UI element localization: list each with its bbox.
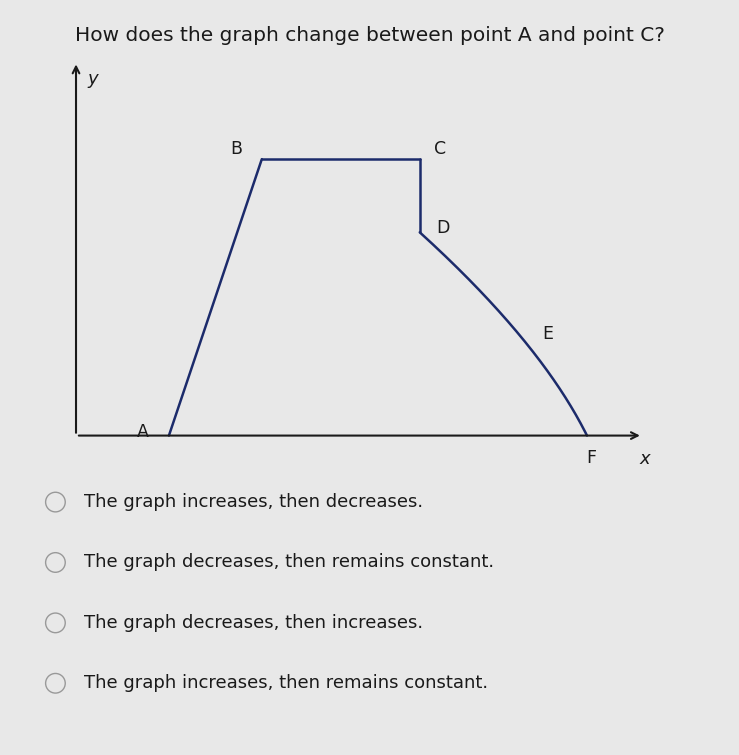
Text: B: B [230, 140, 242, 159]
Text: The graph increases, then decreases.: The graph increases, then decreases. [84, 493, 423, 511]
Text: y: y [87, 69, 98, 88]
Text: How does the graph change between point A and point C?: How does the graph change between point … [75, 26, 664, 45]
Text: C: C [434, 140, 446, 159]
Text: x: x [639, 450, 650, 468]
Text: The graph increases, then remains constant.: The graph increases, then remains consta… [84, 674, 488, 692]
Text: D: D [436, 219, 449, 237]
Text: E: E [542, 325, 554, 343]
Text: The graph decreases, then remains constant.: The graph decreases, then remains consta… [84, 553, 494, 572]
Text: F: F [587, 449, 596, 467]
Text: A: A [137, 423, 149, 440]
Text: The graph decreases, then increases.: The graph decreases, then increases. [84, 614, 423, 632]
